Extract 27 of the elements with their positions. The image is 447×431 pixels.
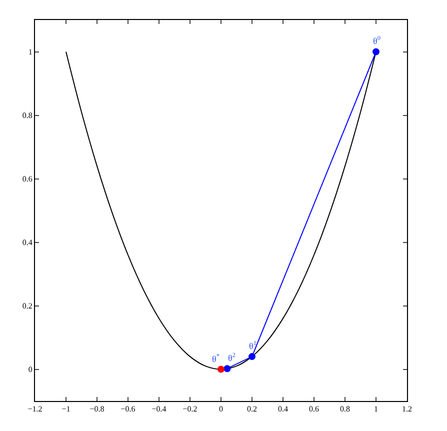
x-tick-label: −0.8: [90, 404, 104, 414]
x-tick-label: −0.4: [152, 404, 166, 414]
y-tick-label: 0.2: [22, 302, 32, 311]
x-tick-label: −1: [62, 404, 70, 414]
x-tick-label: 0.4: [278, 404, 288, 414]
x-tick-label: 0.8: [340, 404, 350, 414]
x-tick-label: −1.2: [28, 404, 42, 414]
x-tick-label: 0: [219, 404, 223, 414]
point: [218, 366, 224, 373]
annotation: θ$^{2}$: [228, 352, 236, 363]
x-tick-label: 1: [374, 404, 378, 414]
y-tick-label: 0: [28, 365, 32, 374]
point: [224, 365, 231, 372]
y-tick-label: 0.4: [22, 238, 32, 248]
y-tick-label: 0.8: [22, 111, 32, 120]
x-tick-label: 0.6: [309, 404, 319, 414]
point: [372, 48, 380, 56]
annotation: θ$^{0}$: [373, 35, 380, 46]
x-tick-label: −0.6: [120, 404, 136, 414]
point: [248, 353, 256, 360]
x-tick-label: 0.2: [247, 404, 257, 414]
x-tick-label: 1.2: [402, 404, 412, 414]
y-tick-label: 1: [28, 48, 32, 57]
x-tick-label: −0.2: [182, 404, 198, 414]
y-tick-label: 0.6: [22, 174, 32, 184]
annotation: θ$^{*}$: [212, 353, 220, 364]
annotation: θ$^{1}$: [249, 340, 256, 351]
